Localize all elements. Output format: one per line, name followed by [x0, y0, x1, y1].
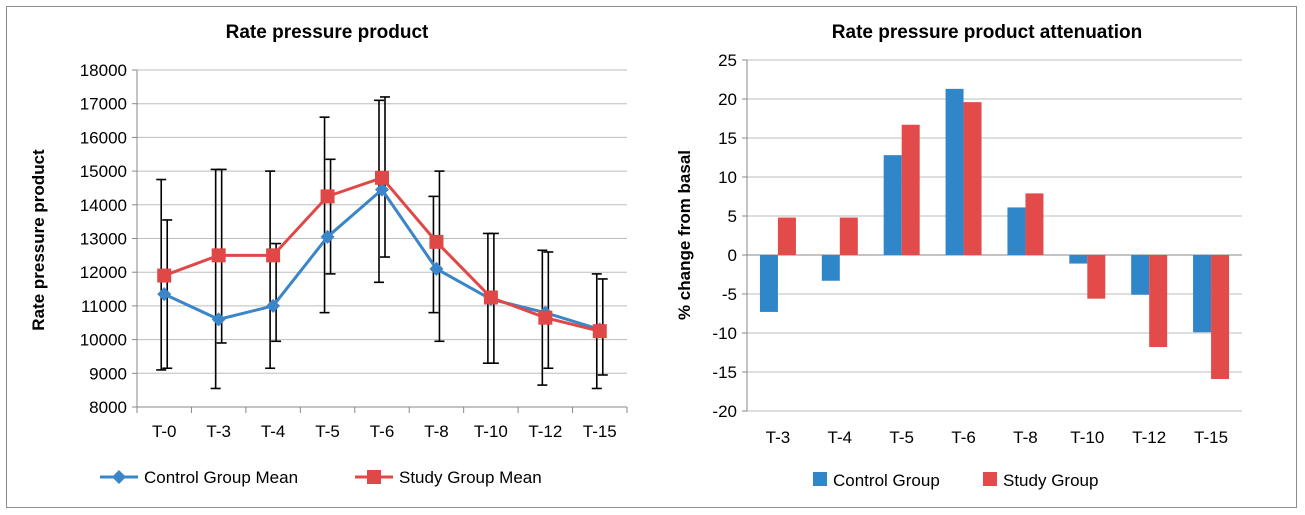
x-tick-label: T-8 [424, 422, 449, 441]
x-tick-label: T-15 [583, 422, 617, 441]
data-point-study [592, 324, 607, 339]
data-point-study [429, 234, 444, 249]
data-point-control [429, 261, 444, 276]
y-tick-label: 8000 [89, 398, 127, 417]
legend-label-study: Study Group Mean [399, 468, 542, 487]
x-tick-label: T-10 [474, 422, 508, 441]
y-tick-label: 14000 [80, 196, 127, 215]
y-tick-label: 12000 [80, 263, 127, 282]
y-tick-label: 10000 [80, 331, 127, 350]
chart-title: Rate pressure product [226, 22, 429, 43]
data-point-study [320, 189, 335, 204]
legend: Control Group Mean Study Group Mean [100, 468, 542, 487]
data-point-control [211, 312, 226, 327]
y-tick-label: 15000 [80, 162, 127, 181]
y-tick-label: 17000 [80, 95, 127, 114]
data-point-study [538, 310, 553, 325]
legend-marker-control [112, 470, 126, 484]
y-tick-label: 9000 [89, 364, 127, 383]
data-point-study [483, 290, 498, 305]
series-line-control [163, 187, 601, 331]
x-tick-label: T-5 [315, 422, 340, 441]
legend-label-control: Control Group Mean [144, 468, 298, 487]
data-point-study [211, 248, 226, 263]
legend-marker-study [367, 470, 381, 484]
x-tick-label: T-3 [206, 422, 231, 441]
x-tick-label: T-12 [528, 422, 562, 441]
data-point-study [157, 268, 172, 283]
data-point-control [266, 298, 281, 313]
data-point-study [375, 170, 389, 185]
y-tick-label: 13000 [80, 230, 127, 249]
x-tick-label: T-0 [152, 422, 177, 441]
series-line-study [163, 176, 601, 333]
data-point-control [320, 229, 335, 244]
data-point-control [157, 287, 172, 302]
line-chart-rate-pressure-product: Rate pressure product Rate pressure prod… [29, 22, 628, 487]
data-point-study [266, 248, 281, 263]
y-tick-label: 18000 [80, 61, 127, 80]
y-tick-label: 11000 [81, 297, 127, 316]
x-tick-label: T-6 [370, 422, 395, 441]
y-tick-label: 16000 [80, 128, 127, 147]
x-tick-label: T-4 [261, 422, 286, 441]
data-point-control [375, 182, 389, 197]
y-axis-label: Rate pressure product [29, 149, 48, 331]
